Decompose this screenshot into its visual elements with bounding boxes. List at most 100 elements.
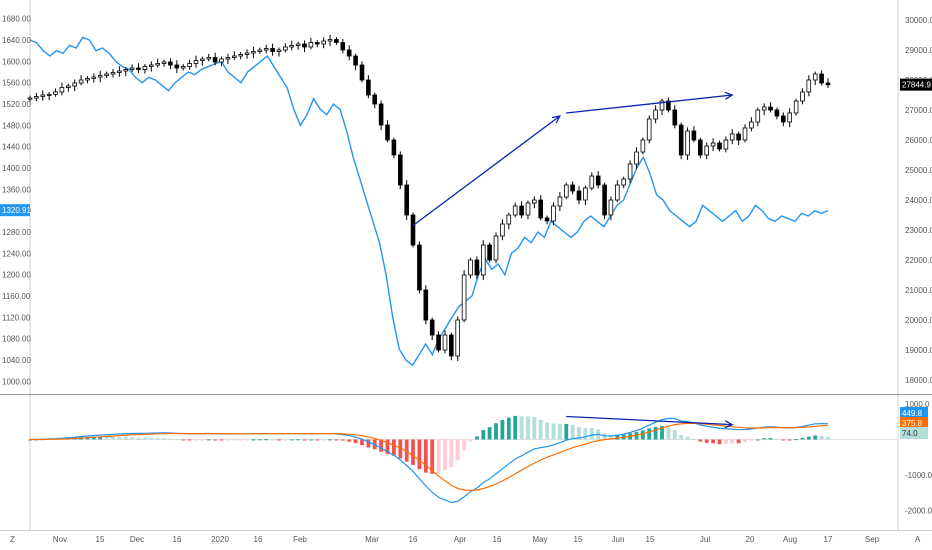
left-tick-label: 1000.00: [2, 377, 31, 386]
right-tick-label: 20000.0: [905, 316, 932, 325]
macd-trend-line-arrow: [724, 420, 734, 429]
macd-histogram-bar: [468, 439, 473, 442]
macd-histogram-bar: [91, 436, 96, 440]
candle: [627, 163, 633, 180]
candle: [359, 64, 365, 81]
x-tick-label: Mar: [365, 535, 379, 544]
x-tick-label: 15: [646, 535, 655, 544]
candle: [417, 244, 422, 291]
candle: [819, 73, 824, 84]
left-tick-label: 1280.00: [2, 228, 31, 237]
macd-histogram-bar: [443, 439, 447, 470]
macd-histogram-bar: [724, 439, 728, 444]
svg-text:74.0: 74.0: [902, 429, 918, 438]
macd-histogram-bar: [641, 430, 645, 440]
macd-histogram-bar: [813, 435, 818, 440]
candle: [295, 43, 301, 46]
candle: [251, 51, 256, 54]
macd-histogram-bar: [538, 419, 543, 440]
right-tick-label: 21000.0: [905, 286, 932, 295]
candle: [168, 61, 173, 66]
macd-histogram-bar: [819, 436, 824, 440]
candle: [40, 94, 46, 97]
macd-histogram-bar: [411, 439, 415, 465]
footer-right-symbol[interactable]: A: [915, 535, 921, 544]
macd-histogram-bar: [436, 439, 441, 474]
macd-histogram-bar: [787, 439, 792, 441]
macd-histogram-bar: [583, 428, 588, 440]
right-last-value-badge: 27844.9: [900, 78, 932, 91]
left-tick-label: 1640.00: [2, 36, 31, 45]
macd-histogram-bar: [219, 439, 224, 441]
macd-histogram-bar: [755, 439, 760, 441]
macd-histogram-bar: [296, 439, 300, 441]
top-trend-line[interactable]: [566, 94, 733, 114]
left-tick-label: 1120.00: [2, 313, 31, 322]
candle: [391, 139, 397, 156]
candle: [436, 334, 441, 351]
x-tick-label: Jul: [700, 535, 710, 544]
macd-histogram-bar: [283, 439, 288, 441]
candle: [825, 82, 831, 86]
macd-histogram-bar: [615, 434, 620, 440]
macd-histogram-bar: [749, 439, 754, 442]
candle: [640, 139, 646, 153]
candle: [532, 199, 537, 204]
left-tick-label: 1440.00: [2, 143, 31, 152]
footer-left-symbol[interactable]: Z: [10, 535, 15, 544]
macd-histogram-bar: [117, 437, 122, 440]
macd-histogram-bar: [347, 439, 352, 442]
macd-histogram-bar: [743, 439, 747, 443]
macd-histogram-bar: [730, 439, 735, 444]
macd-histogram-bar: [481, 430, 486, 440]
candle: [78, 79, 84, 84]
left-tick-label: 1560.00: [2, 79, 31, 88]
candle: [321, 40, 326, 45]
candle: [353, 55, 358, 66]
candle: [736, 133, 741, 141]
candle: [576, 190, 582, 201]
macd-histogram-bar: [315, 439, 320, 441]
x-tick-label: 20: [746, 535, 755, 544]
candle: [346, 49, 352, 57]
uptrend-line-arrow: [551, 115, 562, 124]
candle: [85, 78, 90, 81]
candle: [59, 87, 65, 93]
macd-histogram-bar: [270, 439, 275, 441]
left-tick-label: 1520.00: [2, 100, 31, 109]
macd-trend-line[interactable]: [566, 415, 733, 426]
macd-histogram-bar: [321, 439, 326, 441]
candle: [161, 61, 167, 64]
left-tick-label: 1080.00: [2, 335, 31, 344]
candle: [302, 43, 307, 48]
candle: [653, 109, 658, 120]
left-tick-label: 1040.00: [2, 356, 31, 365]
candle: [372, 94, 377, 105]
candle: [244, 52, 250, 55]
x-tick-label: 2020: [211, 535, 229, 544]
macd-histogram-bar: [660, 426, 664, 440]
x-tick-label: 16: [173, 535, 182, 544]
candle: [423, 289, 429, 321]
macd-histogram-bar: [334, 439, 339, 441]
candle: [334, 39, 339, 43]
macd-histogram-bar: [289, 439, 294, 441]
macd-tick-label: 1000.0: [905, 400, 930, 409]
macd-histogram-bar: [564, 423, 569, 440]
grid: [0, 0, 932, 531]
macd-histogram-bar: [238, 439, 243, 441]
candle: [461, 274, 467, 321]
candle: [685, 130, 690, 156]
right-tick-label: 26000.0: [905, 136, 932, 145]
candle: [512, 205, 518, 216]
right-tick-label: 24000.0: [905, 196, 932, 205]
macd-histogram-bar: [679, 435, 684, 440]
macd-histogram-bar: [506, 417, 511, 440]
macd-histogram-bar: [532, 416, 537, 440]
macd-histogram-bar: [692, 438, 696, 440]
uptrend-line[interactable]: [412, 115, 561, 227]
macd-value-badge: 74.0: [900, 427, 928, 439]
candle: [455, 319, 460, 357]
top-trend-line-arrow: [724, 91, 734, 100]
macd-histogram-bar: [551, 423, 556, 440]
